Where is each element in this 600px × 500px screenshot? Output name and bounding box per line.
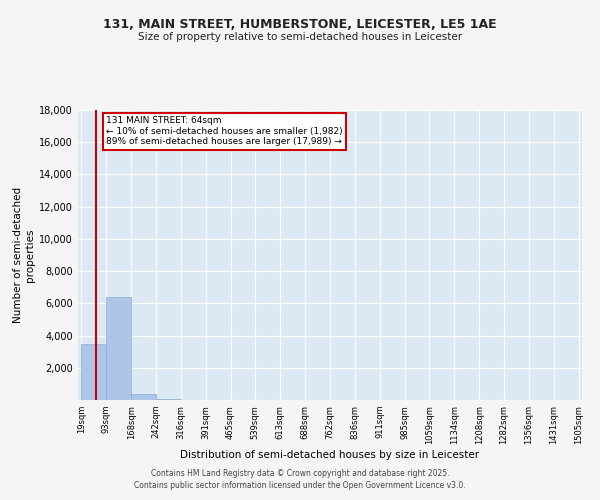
Text: Size of property relative to semi-detached houses in Leicester: Size of property relative to semi-detach… [138,32,462,42]
Text: Contains HM Land Registry data © Crown copyright and database right 2025.: Contains HM Land Registry data © Crown c… [151,468,449,477]
X-axis label: Distribution of semi-detached houses by size in Leicester: Distribution of semi-detached houses by … [181,450,479,460]
Text: 131, MAIN STREET, HUMBERSTONE, LEICESTER, LE5 1AE: 131, MAIN STREET, HUMBERSTONE, LEICESTER… [103,18,497,30]
Bar [82,344,106,400]
Y-axis label: Number of semi-detached
properties: Number of semi-detached properties [13,187,35,323]
Text: Contains public sector information licensed under the Open Government Licence v3: Contains public sector information licen… [134,481,466,490]
Text: 131 MAIN STREET: 64sqm
← 10% of semi-detached houses are smaller (1,982)
89% of : 131 MAIN STREET: 64sqm ← 10% of semi-det… [106,116,343,146]
Bar [131,394,156,400]
Bar [156,398,181,400]
Bar [106,297,131,400]
